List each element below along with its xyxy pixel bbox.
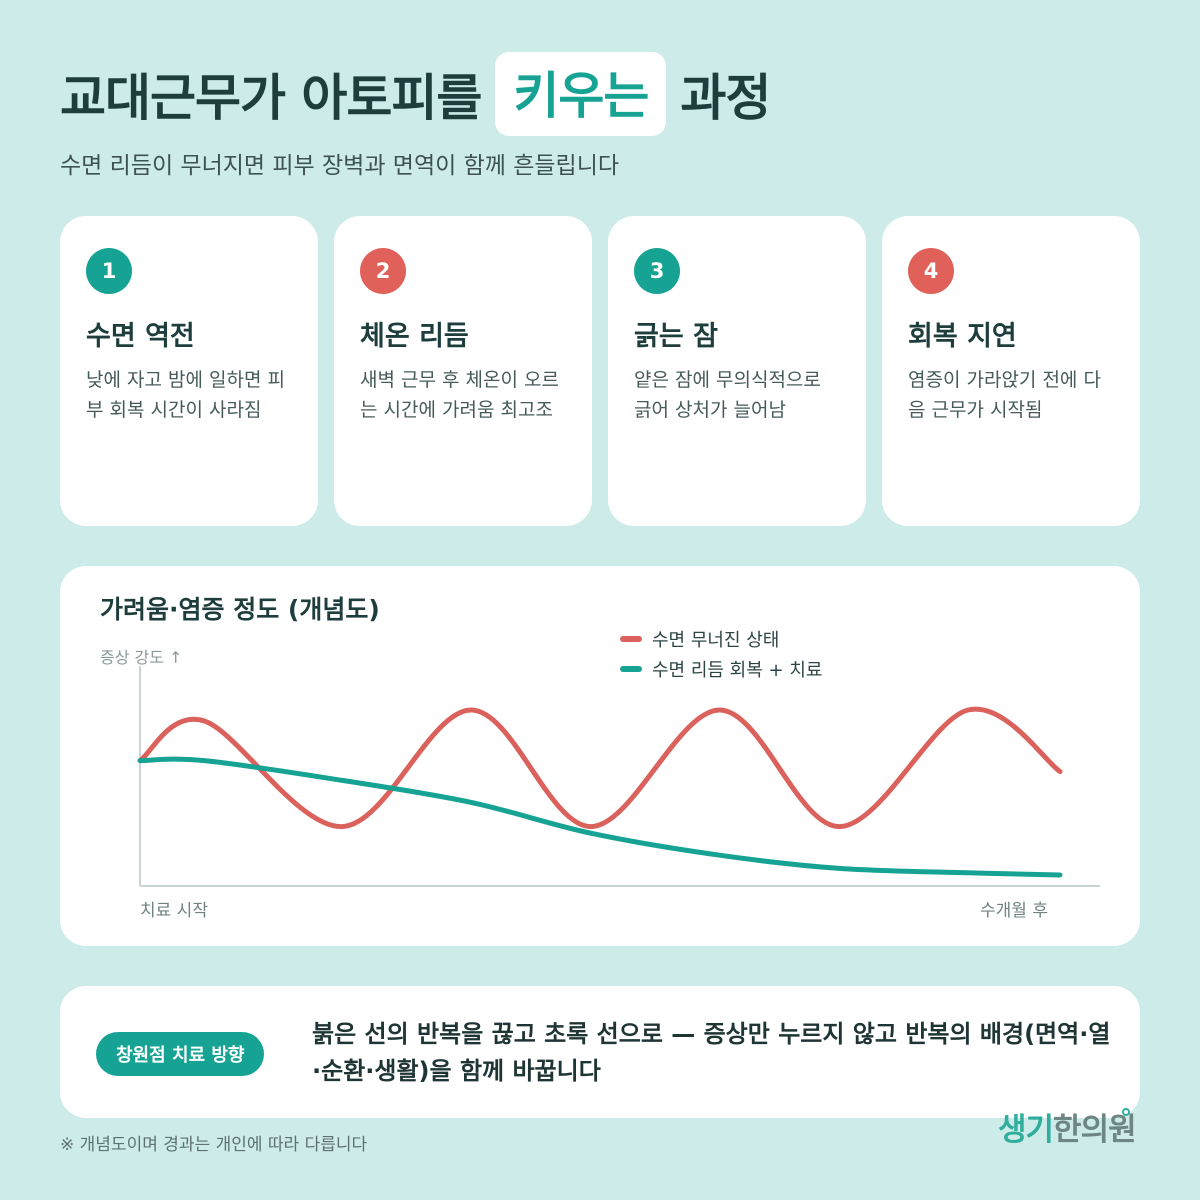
step-description: 염증이 가라앉기 전에 다음 근무가 시작됨 bbox=[908, 369, 1101, 422]
page-subtitle: 수면 리듬이 무너지면 피부 장벽과 면역이 함께 흔들립니다 bbox=[60, 153, 620, 179]
legend-swatch-teal bbox=[620, 666, 642, 672]
logo-part-2: 한의원 bbox=[1053, 1112, 1137, 1148]
footnote: ※ 개념도이며 경과는 개인에 따라 다릅니다 bbox=[60, 1135, 368, 1155]
legend-item-teal: 수면 리듬 회복 + 치료 bbox=[620, 654, 822, 684]
chart-title: 가려움·염증 정도 (개념도) bbox=[100, 595, 380, 624]
treatment-note-text: 붉은 선의 반복을 끊고 초록 선으로 — 증상만 누르지 않고 반복의 배경(… bbox=[312, 1020, 1111, 1086]
step-description: 새벽 근무 후 체온이 오르는 시간에 가려움 최고조 bbox=[360, 369, 559, 422]
series-line-recovery bbox=[137, 756, 1063, 878]
legend-swatch-red bbox=[620, 636, 642, 642]
logo-part-1: 생기 bbox=[998, 1112, 1054, 1148]
logo-dot-icon bbox=[1122, 1108, 1130, 1116]
step-description: 낮에 자고 밤에 일하면 피부 회복 시간이 사라짐 bbox=[86, 369, 285, 422]
step-title: 수면 역전 bbox=[86, 321, 195, 352]
step-card-1: 1 수면 역전 낮에 자고 밤에 일하면 피부 회복 시간이 사라짐 bbox=[60, 216, 318, 526]
step-description: 얕은 잠에 무의식적으로 긁어 상처가 늘어남 bbox=[634, 369, 821, 422]
title-part-2: 과정 bbox=[680, 69, 771, 127]
step-number-badge: 1 bbox=[86, 248, 132, 294]
treatment-direction-badge: 창원점 치료 방향 bbox=[96, 1032, 265, 1076]
chart-card: 가려움·염증 정도 (개념도) 증상 강도 ↑ 수면 무너진 상태 수면 리듬 … bbox=[60, 566, 1140, 946]
x-axis-start-label: 치료 시작 bbox=[140, 901, 208, 921]
step-title: 회복 지연 bbox=[908, 321, 1017, 352]
x-axis-end-label: 수개월 후 bbox=[980, 901, 1048, 921]
step-title: 체온 리듬 bbox=[360, 321, 469, 352]
step-card-3: 3 긁는 잠 얕은 잠에 무의식적으로 긁어 상처가 늘어남 bbox=[608, 216, 866, 526]
step-card-4: 4 회복 지연 염증이 가라앉기 전에 다음 근무가 시작됨 bbox=[882, 216, 1140, 526]
treatment-note-card: 창원점 치료 방향 붉은 선의 반복을 끊고 초록 선으로 — 증상만 누르지 … bbox=[60, 986, 1140, 1118]
title-part-1: 교대근무가 아토피를 bbox=[60, 69, 482, 127]
legend-label: 수면 리듬 회복 + 치료 bbox=[652, 660, 823, 681]
clinic-logo: 생기한의원 bbox=[998, 1104, 1137, 1149]
y-axis-label: 증상 강도 ↑ bbox=[100, 648, 183, 667]
step-number-badge: 4 bbox=[908, 248, 954, 294]
legend-label: 수면 무너진 상태 bbox=[652, 630, 780, 651]
step-cards: 1 수면 역전 낮에 자고 밤에 일하면 피부 회복 시간이 사라짐 2 체온 … bbox=[60, 216, 1140, 526]
page-title: 교대근무가 아토피를 키우는 과정 bbox=[60, 52, 771, 136]
step-number-badge: 2 bbox=[360, 248, 406, 294]
chart-legend: 수면 무너진 상태 수면 리듬 회복 + 치료 bbox=[620, 624, 822, 684]
series-layer bbox=[137, 706, 1063, 878]
legend-item-red: 수면 무너진 상태 bbox=[620, 624, 822, 654]
step-card-2: 2 체온 리듬 새벽 근무 후 체온이 오르는 시간에 가려움 최고조 bbox=[334, 216, 592, 526]
step-title: 긁는 잠 bbox=[634, 321, 718, 352]
step-number-badge: 3 bbox=[634, 248, 680, 294]
line-chart bbox=[137, 666, 1100, 887]
title-highlight: 키우는 bbox=[495, 52, 667, 136]
series-line-disrupted-sleep bbox=[137, 706, 1063, 830]
